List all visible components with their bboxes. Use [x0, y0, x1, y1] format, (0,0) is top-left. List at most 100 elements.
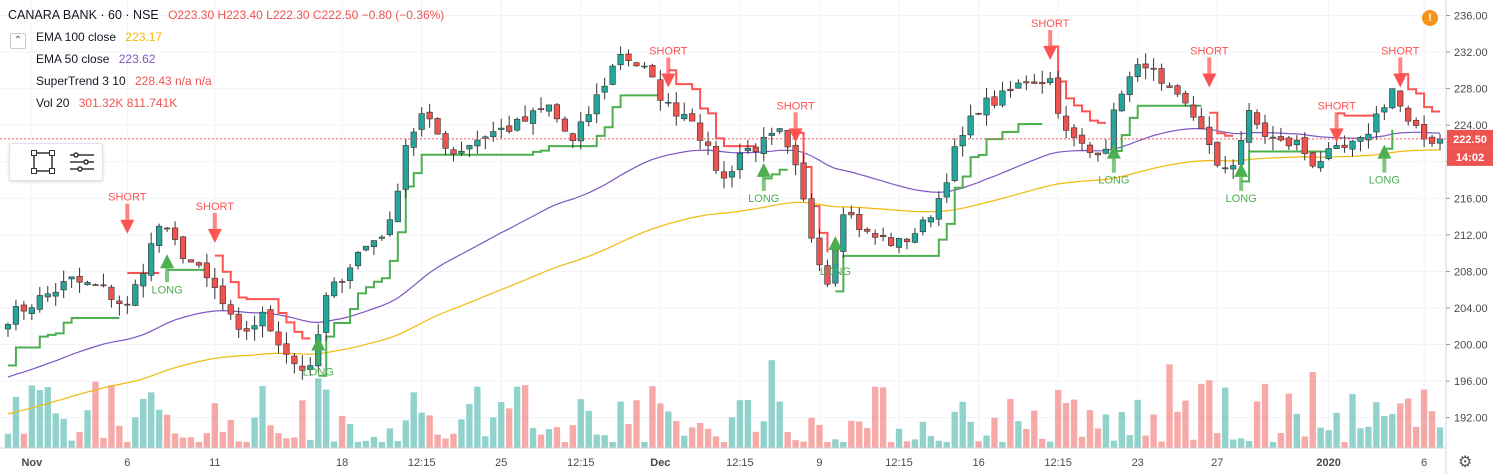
volume-bar — [338, 416, 346, 448]
volume-bar — [458, 419, 465, 448]
candle-body — [585, 114, 592, 123]
candle-body — [776, 128, 783, 132]
candle-body — [490, 131, 497, 138]
volume-bar — [466, 403, 473, 448]
candle-body — [1277, 136, 1284, 141]
candle-body — [792, 144, 799, 166]
volume-value: 301.32K 811.741K — [78, 96, 178, 110]
volume-bar — [895, 428, 903, 448]
volume-bar — [601, 435, 608, 448]
volume-bar — [275, 433, 282, 448]
volume-bar — [1341, 441, 1348, 448]
candle-body — [1190, 104, 1197, 118]
candle-body — [219, 285, 226, 305]
candle-body — [1269, 136, 1277, 139]
legend-volume[interactable]: Vol 20 301.32K 811.741K — [8, 92, 444, 114]
candle-body — [1341, 144, 1348, 148]
x-tick-label: 6 — [124, 457, 130, 469]
candle-body — [983, 97, 990, 116]
candle-body — [171, 227, 179, 240]
short-signal-stem — [212, 212, 217, 229]
volume-bar — [1277, 433, 1285, 448]
candle-body — [323, 295, 330, 333]
candle-body — [378, 236, 385, 239]
alert-icon[interactable]: ! — [1422, 10, 1438, 26]
countdown-badge — [1447, 147, 1493, 166]
candle-body — [227, 304, 234, 315]
candle-body — [768, 132, 775, 136]
volume-bar — [251, 417, 258, 448]
volume-bar — [490, 417, 497, 448]
volume-bar — [1293, 413, 1300, 448]
volume-bar — [840, 441, 847, 448]
volume-bar — [163, 414, 171, 448]
symbol-title[interactable]: CANARA BANK · 60 · NSE — [8, 8, 159, 22]
short-signal-label: SHORT — [1190, 45, 1229, 57]
candle-body — [148, 243, 155, 276]
volume-bar — [243, 441, 250, 448]
candle-body — [927, 217, 934, 223]
x-tick-label: 6 — [1421, 457, 1427, 469]
volume-bar — [529, 428, 537, 448]
short-signal-stem — [125, 203, 130, 220]
supertrend-value: 228.43 n/a n/a — [134, 74, 212, 88]
volume-bar — [665, 411, 672, 448]
candle-body — [545, 104, 553, 112]
short-signal-label: SHORT — [1317, 100, 1356, 112]
x-tick-label: 12:15 — [567, 457, 595, 469]
candle-body — [394, 190, 401, 223]
volume-bar — [291, 437, 298, 448]
volume-bar — [943, 441, 950, 448]
volume-bar — [577, 399, 584, 448]
x-tick-label: 12:15 — [726, 457, 754, 469]
candle-body — [1397, 90, 1404, 107]
legend-supertrend[interactable]: SuperTrend 3 10 228.43 n/a n/a — [8, 70, 444, 92]
legend-ema50[interactable]: EMA 50 close 223.62 — [8, 48, 444, 70]
candle-body — [1126, 76, 1133, 96]
volume-bar — [68, 440, 75, 448]
short-signal-arrow — [1202, 73, 1217, 88]
gear-icon[interactable]: ⚙ — [1458, 454, 1473, 471]
volume-bar — [124, 441, 131, 448]
candle-body — [418, 113, 425, 130]
candle-body — [736, 152, 743, 171]
legend-ema100[interactable]: EMA 100 close 223.17 — [8, 26, 444, 48]
candle-body — [402, 145, 409, 190]
candle-body — [887, 237, 895, 246]
candle-body — [1285, 137, 1292, 147]
toolbox-icons — [31, 150, 94, 174]
volume-bar — [1397, 403, 1404, 448]
chevron-up-icon[interactable]: ⌃ — [10, 33, 26, 49]
long-signal-stem — [165, 268, 170, 283]
menu-icon[interactable] — [70, 152, 94, 172]
candle-body — [959, 135, 966, 147]
candle-body — [36, 295, 43, 310]
volume-bar — [370, 436, 378, 448]
candle-body — [299, 365, 306, 371]
candle-body — [76, 275, 83, 283]
long-signal-label: LONG — [1369, 175, 1400, 187]
short-signal-arrow — [788, 128, 803, 143]
volume-bar — [824, 441, 831, 448]
candle-body — [44, 293, 51, 298]
short-signal-label: SHORT — [196, 201, 235, 213]
volume-bar — [1166, 364, 1173, 448]
candle-body — [967, 115, 974, 136]
candle-body — [179, 236, 187, 259]
volume-bar — [649, 386, 656, 448]
volume-bar — [1253, 401, 1261, 448]
candle-body — [20, 304, 27, 312]
long-signal-label: LONG — [1098, 175, 1129, 187]
volume-bar — [1198, 383, 1205, 448]
candle-body — [251, 325, 258, 330]
candle-body — [1142, 63, 1149, 69]
volume-bar — [1301, 436, 1308, 448]
volume-bar — [52, 413, 59, 448]
rectangle-tool-icon[interactable] — [31, 150, 55, 174]
volume-bar — [951, 411, 958, 448]
candle-body — [537, 108, 545, 111]
candle-body — [681, 114, 688, 120]
volume-bar — [856, 421, 863, 448]
candle-body — [1261, 122, 1269, 137]
